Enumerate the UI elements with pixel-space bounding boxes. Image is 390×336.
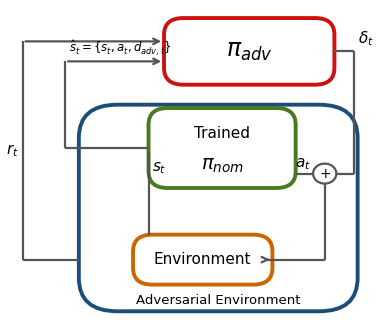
Text: $\delta_t$: $\delta_t$ bbox=[358, 29, 374, 48]
Text: $\pi_{adv}$: $\pi_{adv}$ bbox=[226, 39, 273, 64]
FancyBboxPatch shape bbox=[164, 18, 334, 85]
Text: $\pi_{nom}$: $\pi_{nom}$ bbox=[200, 156, 244, 175]
Text: Trained: Trained bbox=[194, 126, 250, 141]
FancyBboxPatch shape bbox=[79, 105, 358, 311]
Text: $r_t$: $r_t$ bbox=[6, 142, 19, 159]
Text: $\hat{s}_t = \{s_t, a_t, d_{adv,t}\}$: $\hat{s}_t = \{s_t, a_t, d_{adv,t}\}$ bbox=[69, 39, 172, 58]
Text: $a_t$: $a_t$ bbox=[295, 156, 311, 172]
Text: Environment: Environment bbox=[154, 252, 252, 267]
Text: $+$: $+$ bbox=[319, 167, 331, 180]
Text: $s_t$: $s_t$ bbox=[152, 160, 167, 176]
FancyBboxPatch shape bbox=[149, 108, 296, 188]
Text: Adversarial Environment: Adversarial Environment bbox=[136, 294, 300, 307]
Circle shape bbox=[313, 164, 336, 183]
FancyBboxPatch shape bbox=[133, 235, 273, 285]
